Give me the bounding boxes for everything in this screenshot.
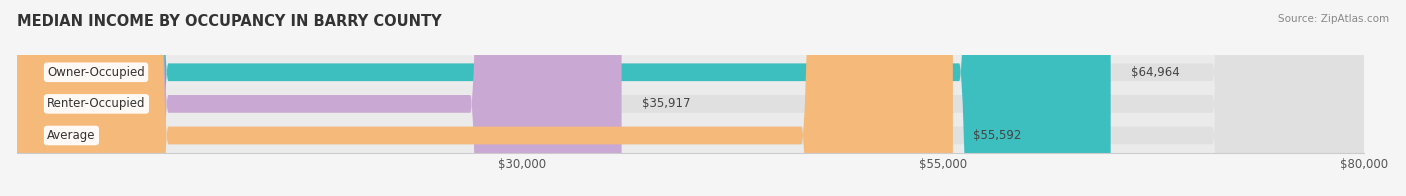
Text: MEDIAN INCOME BY OCCUPANCY IN BARRY COUNTY: MEDIAN INCOME BY OCCUPANCY IN BARRY COUN… [17,14,441,29]
FancyBboxPatch shape [17,0,1111,196]
Text: $35,917: $35,917 [641,97,690,110]
FancyBboxPatch shape [17,0,1364,196]
FancyBboxPatch shape [17,0,1364,196]
Text: Renter-Occupied: Renter-Occupied [48,97,146,110]
Text: Source: ZipAtlas.com: Source: ZipAtlas.com [1278,14,1389,24]
FancyBboxPatch shape [17,0,953,196]
Text: $55,592: $55,592 [973,129,1021,142]
Text: Average: Average [48,129,96,142]
FancyBboxPatch shape [17,0,621,196]
FancyBboxPatch shape [17,0,1364,196]
Text: $64,964: $64,964 [1130,66,1180,79]
Text: Owner-Occupied: Owner-Occupied [48,66,145,79]
